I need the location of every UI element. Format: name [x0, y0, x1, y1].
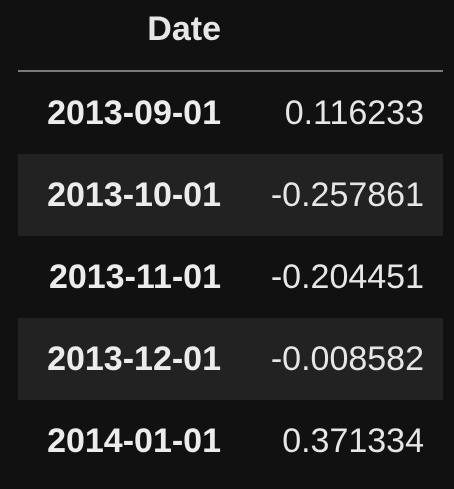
table-row: 2013-11-01 -0.204451 — [18, 236, 443, 318]
table-row: 2013-09-01 0.116233 — [18, 72, 443, 154]
table-row: 2013-12-01 -0.008582 — [18, 318, 443, 400]
row-date: 2013-11-01 — [48, 258, 221, 296]
row-value: 0.371334 — [282, 422, 424, 460]
row-value: -0.008582 — [270, 340, 424, 378]
table-header: Date — [18, 0, 443, 72]
row-value: -0.257861 — [270, 176, 424, 214]
row-value: 0.116233 — [284, 94, 424, 132]
row-date: 2013-10-01 — [47, 176, 221, 214]
table-row: 2014-01-01 0.371334 — [18, 400, 443, 482]
row-date: 2013-12-01 — [47, 340, 221, 378]
row-value: -0.204451 — [270, 258, 424, 296]
data-table: Date 2013-09-01 0.116233 2013-10-01 -0.2… — [18, 0, 443, 482]
row-date: 2013-09-01 — [47, 94, 221, 132]
table-row: 2013-10-01 -0.257861 — [18, 154, 443, 236]
index-header: Date — [147, 10, 221, 48]
row-date: 2014-01-01 — [47, 422, 221, 460]
